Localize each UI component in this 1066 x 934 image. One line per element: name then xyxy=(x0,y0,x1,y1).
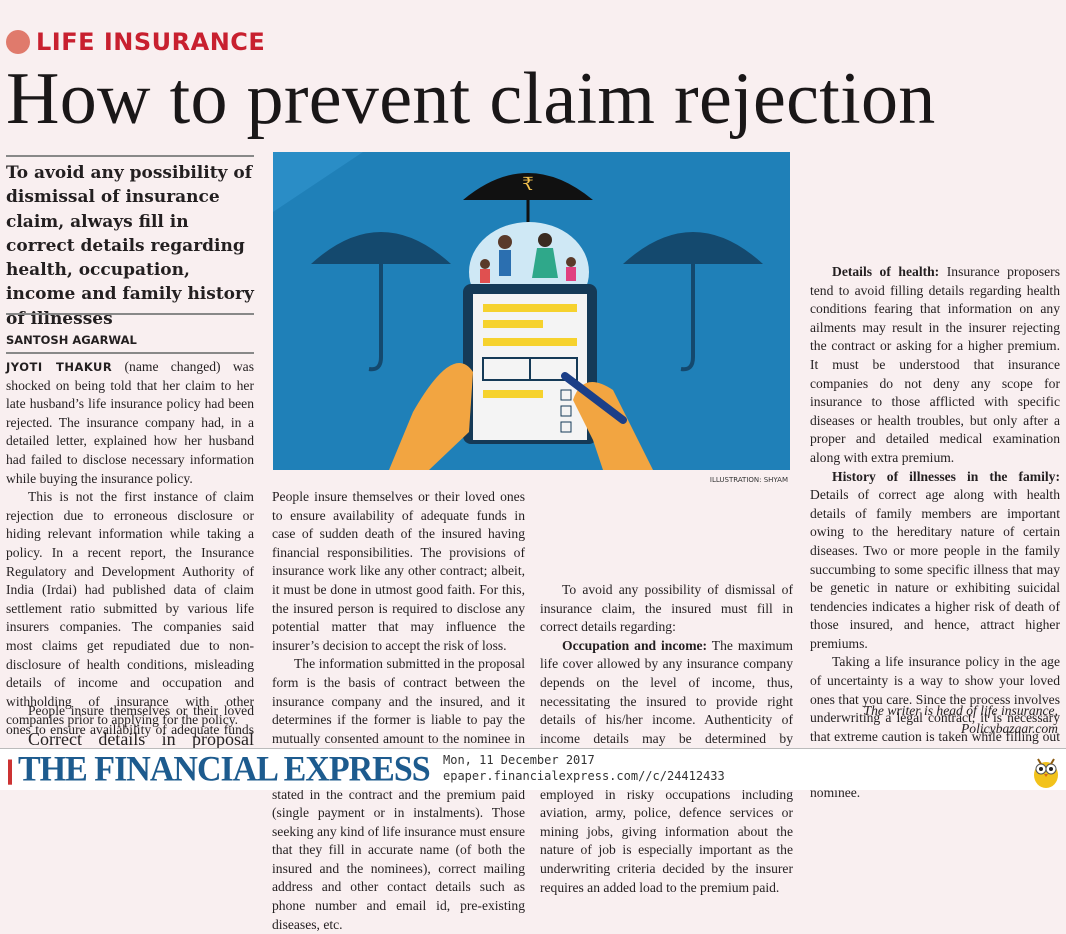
paragraph-history: History of illnesses in the family: Deta… xyxy=(810,468,1060,654)
owl-mascot-icon xyxy=(1034,758,1058,788)
author-note-line-1: The writer is head of life insurance, xyxy=(863,703,1058,718)
author-note: The writer is head of life insurance, Po… xyxy=(810,702,1058,738)
masthead-logo: THE FINANCIAL EXPRESS xyxy=(8,750,431,790)
illustration-credit: ILLUSTRATION: SHYAM xyxy=(709,476,788,484)
column-1-tail: People insure themselves or their loved … xyxy=(6,702,254,738)
umbrella-family-clipboard-illustration: ₹ xyxy=(273,152,790,470)
history-label: History of illnesses in the family: xyxy=(832,468,1060,484)
clipboard-icon xyxy=(463,284,597,444)
hands-icon xyxy=(389,363,653,470)
column-3: To avoid any possibility of dismissal of… xyxy=(540,581,793,897)
logo-pin-icon xyxy=(8,759,12,785)
epaper-url[interactable]: epaper.financialexpress.com//c/24412433 xyxy=(443,769,725,783)
bullet-dot-icon xyxy=(6,30,30,54)
rupee-icon: ₹ xyxy=(522,174,533,195)
umbrella-right-icon xyxy=(623,232,763,372)
illustration: ₹ ILLUSTRATI xyxy=(273,152,790,484)
byline-divider xyxy=(6,352,254,354)
column-2: People insure themselves or their loved … xyxy=(272,488,525,934)
lead-name: JYOTI THAKUR xyxy=(6,360,113,374)
publication-date: Mon, 11 December 2017 xyxy=(443,753,595,767)
umbrella-center-icon: ₹ xyxy=(463,173,593,222)
paragraph-2: This is not the first instance of claim … xyxy=(6,489,254,728)
byline: SANTOSH AGARWAL xyxy=(6,313,254,354)
author-note-line-2: Policybazaar.com xyxy=(960,721,1058,736)
paragraph-1-text: (name changed) was shocked on being told… xyxy=(6,359,254,486)
history-text: Details of correct age along with health… xyxy=(810,487,1060,651)
footer-bar: THE FINANCIAL EXPRESS Mon, 11 December 2… xyxy=(0,748,1066,790)
family-figures-icon xyxy=(480,233,576,283)
pen-icon xyxy=(561,372,627,424)
umbrella-left-icon xyxy=(311,232,451,372)
deck-summary: To avoid any possibility of dismissal of… xyxy=(6,155,254,331)
occupation-label: Occupation and income: xyxy=(562,637,708,653)
paragraph-3-start: People insure themselves or their loved … xyxy=(6,703,254,737)
paragraph-3: People insure themselves or their loved … xyxy=(272,489,525,653)
footer-meta: Mon, 11 December 2017 epaper.financialex… xyxy=(443,752,725,784)
headline: How to prevent claim rejection xyxy=(6,58,936,140)
health-text: Insurance proposers tend to avoid fillin… xyxy=(810,264,1060,465)
section-kicker: LIFE INSURANCE xyxy=(6,28,265,56)
column-1: JYOTI THAKUR (name changed) was shocked … xyxy=(6,358,254,767)
health-label: Details of health: xyxy=(832,264,940,279)
paragraph-5: To avoid any possibility of dismissal of… xyxy=(540,582,793,635)
kicker-label: LIFE INSURANCE xyxy=(36,28,266,56)
masthead-text: THE FINANCIAL EXPRESS xyxy=(18,750,431,789)
paragraph-1: JYOTI THAKUR (name changed) was shocked … xyxy=(6,358,254,488)
paragraph-health: Details of health: Insurance proposers t… xyxy=(810,263,1060,468)
author-name: SANTOSH AGARWAL xyxy=(6,333,137,347)
paragraph-4: The information submitted in the proposa… xyxy=(272,656,525,932)
